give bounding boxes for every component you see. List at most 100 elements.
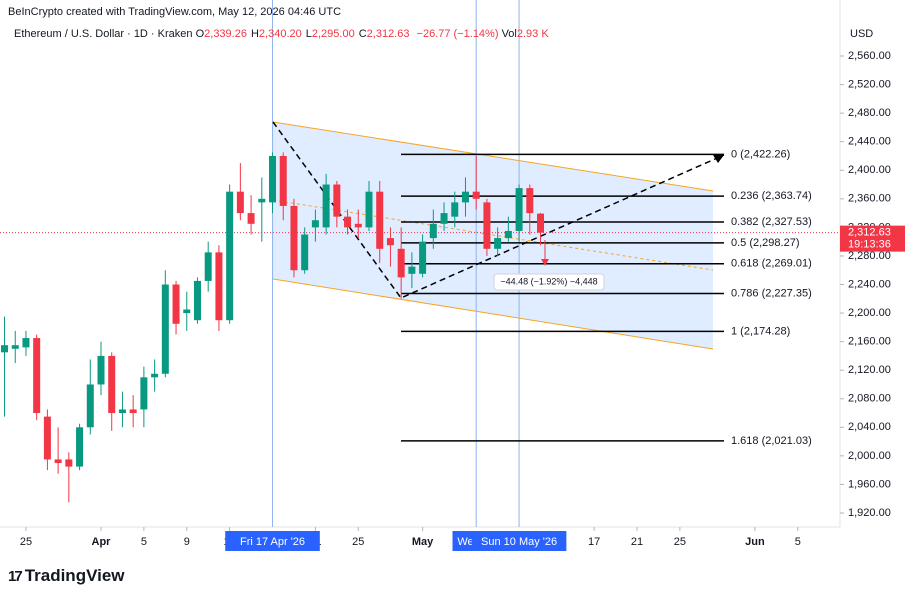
fib-label: 0 (2,422.26) [731, 148, 790, 160]
candle-body [140, 377, 148, 410]
candle-body [504, 230, 512, 239]
candle-body [301, 234, 309, 271]
candle-body [22, 338, 30, 348]
candle-body [451, 202, 459, 217]
y-tick-label: 2,400.00 [848, 164, 891, 176]
candle-body [354, 223, 362, 228]
candle-body [311, 220, 319, 228]
countdown: 19:13:36 [848, 239, 891, 251]
candle-body [419, 241, 427, 274]
fib-label: 0.236 (2,363.74) [731, 190, 812, 202]
candle-body [537, 213, 545, 233]
x-tick-label: 5 [141, 536, 147, 548]
y-tick-label: 2,160.00 [848, 336, 891, 348]
candle-body [33, 338, 41, 414]
y-tick-label: 2,280.00 [848, 250, 891, 262]
y-tick-label: 2,480.00 [848, 107, 891, 119]
candle-body [193, 280, 201, 321]
candle-body [43, 416, 51, 460]
marker-label: Sun 10 May '26 [481, 536, 557, 548]
candle-body [151, 373, 159, 378]
symbol: Ethereum / U.S. Dollar · 1D · Kraken [14, 28, 193, 40]
fib-label: 0.786 (2,227.35) [731, 287, 812, 299]
logo-mark: 17 [8, 568, 23, 585]
ohlc-value: 2,340.20 [258, 28, 302, 40]
candle-body [204, 252, 212, 281]
zigzag [272, 121, 725, 299]
x-tick-label: 25 [352, 536, 364, 548]
fib-label: 1.618 (2,021.03) [731, 435, 812, 447]
x-tick-label: 25 [674, 536, 686, 548]
last-price-box [840, 225, 905, 252]
x-tick-label: Jun [745, 536, 765, 548]
candle-body [65, 459, 73, 467]
drawings [272, 121, 714, 350]
ohlc-key: L [305, 28, 312, 40]
currency: USD [850, 28, 873, 40]
y-tick-label: 1,920.00 [848, 507, 891, 519]
candle-body [215, 252, 223, 321]
y-tick-label: 2,560.00 [848, 50, 891, 62]
candle-body [365, 191, 373, 228]
candle-body [86, 384, 94, 428]
change: −26.77 (−1.14%) [416, 28, 499, 40]
brand: TradingView [24, 566, 125, 585]
candle-body [397, 248, 405, 278]
y-tick-label: 2,040.00 [848, 421, 891, 433]
ohlc-key: O [195, 28, 205, 40]
channel-bottom [272, 278, 714, 350]
channel-mid [272, 199, 714, 271]
candle-body [258, 198, 266, 203]
y-tick-label: 2,440.00 [848, 136, 891, 148]
y-tick-label: 2,360.00 [848, 193, 891, 205]
y-tick-label: 2,200.00 [848, 307, 891, 319]
ohlc-value: 2,312.63 [366, 28, 410, 40]
credit: BeInCrypto created with TradingView.com,… [8, 6, 342, 18]
candle-body [344, 216, 352, 228]
candle-body [526, 188, 534, 214]
candle-body [333, 184, 341, 217]
fib-label: 1 (2,174.28) [731, 325, 790, 337]
ohlc-value: 2,295.00 [311, 28, 355, 40]
measure-box [493, 273, 605, 291]
symbol-line: Ethereum / U.S. Dollar · 1D · Kraken O2,… [14, 28, 549, 40]
candle-body [386, 238, 394, 246]
candle-body [118, 409, 126, 414]
fib-label: 0.382 (2,327.53) [731, 216, 812, 228]
fib-label: 0.5 (2,298.27) [731, 237, 800, 249]
marker-box [225, 531, 320, 551]
marker-label: Fri 17 Apr '26 [240, 536, 305, 548]
candle-body [279, 155, 287, 206]
x-tick-label: 21 [631, 536, 643, 548]
y-tick-label: 2,000.00 [848, 450, 891, 462]
candle-body [226, 191, 234, 321]
candle-body [54, 459, 62, 464]
candle-body [1, 345, 9, 353]
logo: 17 TradingView [8, 566, 125, 586]
candle-body [322, 184, 330, 228]
fib-label: 0.618 (2,269.01) [731, 258, 812, 270]
candle-body [247, 213, 255, 224]
ohlc-key: C [358, 28, 367, 40]
y-tick-label: 2,080.00 [848, 393, 891, 405]
y-tick-label: 1,960.00 [848, 478, 891, 490]
channel-top [272, 121, 714, 192]
candle-body [108, 355, 116, 414]
ohlc-key: H [250, 28, 259, 40]
last-price-label: 2,312.63 [848, 227, 891, 239]
zigzag-arrow [713, 155, 724, 163]
measure-label: −44.48 (−1.92%) −4,448 [500, 276, 597, 286]
candle-body [376, 191, 384, 249]
y-tick-label: 2,120.00 [848, 364, 891, 376]
ohlc-value: 2,339.26 [204, 28, 247, 40]
ohlc: O2,339.26 H2,340.20 L2,295.00 C2,312.63 [196, 28, 414, 40]
candle-body [483, 202, 491, 249]
candle-body [408, 266, 416, 274]
candle-body [494, 238, 502, 249]
candle-body [461, 191, 469, 203]
candle-body [269, 155, 277, 203]
x-tick-label: 17 [588, 536, 600, 548]
x-tick-label: May [412, 536, 434, 548]
